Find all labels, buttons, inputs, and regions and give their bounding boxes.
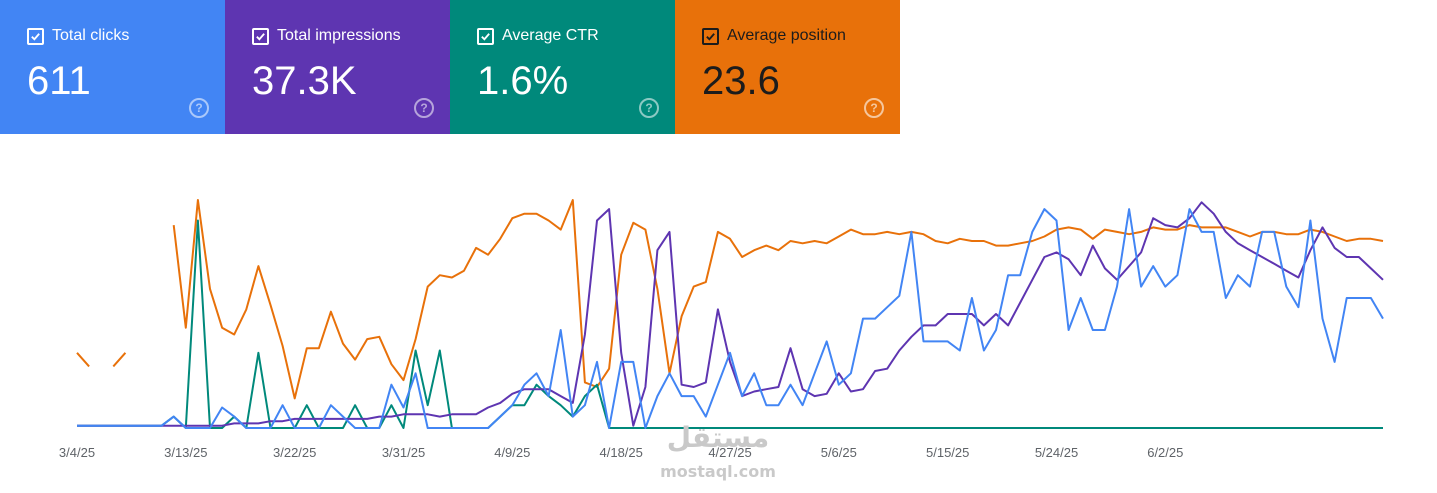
performance-line-chart: 3/4/25 3/13/25 3/22/25 3/31/25 4/9/25 4/18/25… bbox=[0, 160, 1437, 493]
metric-value: 611 bbox=[27, 59, 91, 103]
metric-label: Total impressions bbox=[277, 27, 401, 44]
x-axis-ticks: 3/4/25 3/13/25 3/22/25 3/31/25 4/9/25 4/18/25… bbox=[59, 445, 1183, 460]
metric-value: 37.3K bbox=[252, 59, 357, 103]
metric-card-total-impressions[interactable]: Total impressions 37.3K ? bbox=[225, 0, 450, 134]
metric-value: 23.6 bbox=[702, 59, 780, 103]
question-circle-icon[interactable]: ? bbox=[639, 98, 659, 118]
series-line-total-impressions bbox=[77, 201, 1384, 427]
metric-label: Average position bbox=[727, 27, 846, 44]
x-tick-label: 6/2/25 bbox=[1147, 445, 1183, 460]
question-circle-icon[interactable]: ? bbox=[864, 98, 884, 118]
x-tick-label: 5/24/25 bbox=[1035, 445, 1078, 460]
metric-card-average-position[interactable]: Average position 23.6 ? bbox=[675, 0, 900, 134]
x-tick-label: 3/4/25 bbox=[59, 445, 95, 460]
metric-card-header: Average CTR bbox=[477, 27, 599, 45]
x-tick-label: 3/13/25 bbox=[164, 445, 207, 460]
checkbox-checked-icon[interactable] bbox=[477, 27, 494, 45]
chart-svg: 3/4/25 3/13/25 3/22/25 3/31/25 4/9/25 4/18/25… bbox=[59, 199, 1384, 481]
metric-card-header: Total impressions bbox=[252, 27, 401, 45]
checkbox-checked-icon[interactable] bbox=[702, 27, 719, 45]
metric-card-header: Total clicks bbox=[27, 27, 129, 45]
x-tick-label: 3/22/25 bbox=[273, 445, 316, 460]
watermark: مستقل mostaql.com bbox=[660, 421, 776, 481]
metric-card-average-ctr[interactable]: Average CTR 1.6% ? bbox=[450, 0, 675, 134]
metric-card-total-clicks[interactable]: Total clicks 611 ? bbox=[0, 0, 225, 134]
metric-card-header: Average position bbox=[702, 27, 846, 45]
x-tick-label: 4/27/25 bbox=[708, 445, 751, 460]
series-line-total-clicks bbox=[77, 208, 1384, 429]
x-tick-label: 5/15/25 bbox=[926, 445, 969, 460]
question-circle-icon[interactable]: ? bbox=[189, 98, 209, 118]
checkbox-checked-icon[interactable] bbox=[27, 27, 44, 45]
metric-label: Average CTR bbox=[502, 27, 599, 44]
series-line-average-position bbox=[76, 199, 1384, 400]
x-tick-label: 4/18/25 bbox=[600, 445, 643, 460]
metric-label: Total clicks bbox=[52, 27, 130, 44]
series-line-average-ctr bbox=[77, 219, 1383, 429]
metric-cards: Total clicks 611 ? Total impressions 37.… bbox=[0, 0, 900, 134]
watermark-arabic: مستقل bbox=[667, 421, 769, 454]
x-tick-label: 3/31/25 bbox=[382, 445, 425, 460]
x-tick-label: 4/9/25 bbox=[494, 445, 530, 460]
checkbox-checked-icon[interactable] bbox=[252, 27, 269, 45]
x-tick-label: 5/6/25 bbox=[821, 445, 857, 460]
question-circle-icon[interactable]: ? bbox=[414, 98, 434, 118]
metric-value: 1.6% bbox=[477, 59, 569, 103]
watermark-latin: mostaql.com bbox=[660, 462, 776, 481]
series-layer bbox=[76, 199, 1384, 429]
